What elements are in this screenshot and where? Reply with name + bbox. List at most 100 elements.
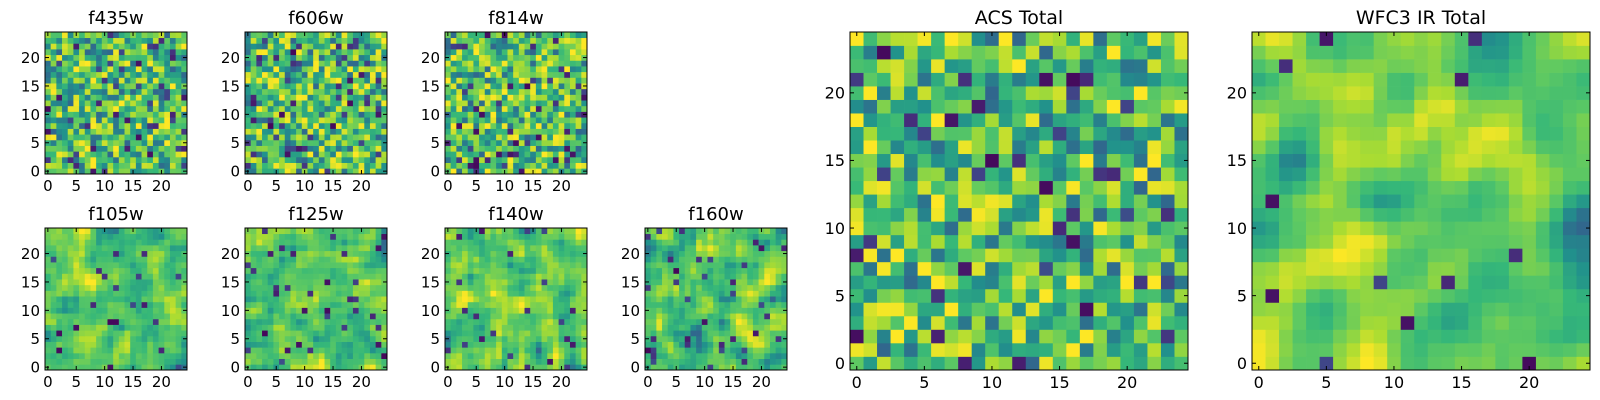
heatmap-cell <box>552 262 559 269</box>
heatmap-cell <box>656 330 663 337</box>
heatmap-cell <box>1079 315 1094 330</box>
heatmap-cell <box>518 250 525 257</box>
heatmap-cell <box>369 77 376 84</box>
heatmap-cell <box>45 100 52 107</box>
heatmap-cell <box>79 37 86 44</box>
heatmap-cell <box>147 128 154 135</box>
heatmap-cell <box>775 267 782 274</box>
heatmap-cell <box>484 245 491 252</box>
heatmap-cell <box>473 43 480 50</box>
heatmap-cell <box>450 335 457 342</box>
heatmap-cell <box>73 335 80 342</box>
heatmap-cell <box>484 239 491 246</box>
heatmap-cell <box>175 83 182 90</box>
heatmap-cell <box>552 347 559 354</box>
heatmap-cell <box>279 139 286 146</box>
heatmap-cell <box>518 43 525 50</box>
heatmap-cell <box>718 245 725 252</box>
heatmap-cell <box>462 32 469 39</box>
heatmap-cell <box>445 284 452 291</box>
heatmap-cell <box>262 139 269 146</box>
heatmap-cell <box>84 279 91 286</box>
heatmap-cell <box>473 239 480 246</box>
heatmap-cell <box>147 313 154 320</box>
heatmap-cell <box>256 267 263 274</box>
heatmap-cell <box>313 100 320 107</box>
heatmap-cell <box>84 145 91 152</box>
heatmap-cell <box>301 262 308 269</box>
heatmap-cell <box>541 301 548 308</box>
heatmap-cell <box>113 352 120 359</box>
heatmap-cell <box>301 117 308 124</box>
heatmap-cell <box>175 245 182 252</box>
heatmap-cell <box>484 117 491 124</box>
heatmap-cell <box>558 347 565 354</box>
heatmap-cell <box>673 313 680 320</box>
heatmap-cell <box>764 233 771 240</box>
heatmap-cell <box>56 301 63 308</box>
heatmap-cell <box>484 279 491 286</box>
heatmap-cell <box>169 330 176 337</box>
heatmap-cell <box>358 37 365 44</box>
heatmap-cell <box>273 77 280 84</box>
heatmap-cell <box>484 111 491 118</box>
heatmap-cell <box>73 318 80 325</box>
y-tick-label: 0 <box>230 359 240 377</box>
heatmap-cell <box>107 139 114 146</box>
heatmap-cell <box>985 342 1000 357</box>
heatmap-cell <box>507 49 514 56</box>
heatmap-cell <box>473 318 480 325</box>
heatmap-cell <box>679 290 686 297</box>
heatmap-cell <box>84 111 91 118</box>
heatmap-cell <box>863 288 878 303</box>
heatmap-cell <box>931 315 945 330</box>
heatmap-cell <box>107 330 114 337</box>
heatmap-cell <box>175 139 182 146</box>
heatmap-cell <box>90 273 97 280</box>
heatmap-cell <box>147 32 154 39</box>
heatmap-cell <box>707 239 714 246</box>
heatmap-cell <box>656 279 663 286</box>
heatmap-cell <box>256 145 263 152</box>
heatmap-cell <box>341 313 348 320</box>
heatmap-cell <box>713 301 720 308</box>
heatmap-cell <box>84 128 91 135</box>
heatmap-cell <box>484 330 491 337</box>
heatmap-cell <box>273 117 280 124</box>
heatmap-cell <box>307 239 314 246</box>
heatmap-cell <box>141 162 148 169</box>
heatmap-cell <box>124 228 131 235</box>
heatmap-cell <box>662 228 669 235</box>
heatmap-cell <box>944 356 959 371</box>
heatmap-cell <box>496 100 503 107</box>
heatmap-cell <box>769 296 776 303</box>
heatmap-cell <box>775 279 782 286</box>
heatmap-cell <box>1052 302 1067 317</box>
heatmap-cell <box>985 180 1000 195</box>
heatmap-cell <box>256 88 263 95</box>
heatmap-cell <box>96 162 103 169</box>
heatmap-cell <box>141 313 148 320</box>
heatmap-cell <box>364 134 371 141</box>
heatmap-cell <box>181 267 188 274</box>
heatmap-cell <box>890 248 905 263</box>
heatmap-cell <box>330 233 337 240</box>
heatmap-cell <box>581 37 588 44</box>
heatmap-cell <box>456 262 463 269</box>
heatmap-cell <box>358 83 365 90</box>
heatmap-cell <box>284 54 291 61</box>
heatmap-cell <box>62 117 69 124</box>
heatmap-cell <box>284 111 291 118</box>
heatmap-cell <box>558 122 565 129</box>
heatmap-cell <box>364 228 371 235</box>
heatmap-cell <box>279 145 286 152</box>
heatmap-cell <box>364 279 371 286</box>
heatmap-cell <box>313 273 320 280</box>
heatmap-cell <box>358 139 365 146</box>
heatmap-cell <box>341 83 348 90</box>
heatmap-cell <box>1052 275 1067 290</box>
heatmap-cell <box>781 347 788 354</box>
heatmap-cell <box>96 145 103 152</box>
heatmap-cell <box>524 162 531 169</box>
heatmap-cell <box>152 105 159 112</box>
